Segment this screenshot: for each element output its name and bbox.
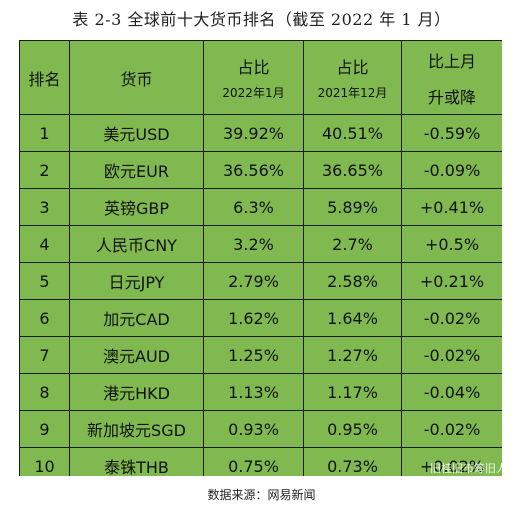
cell-share-dec2021: 0.73% <box>303 447 402 476</box>
cell-share-jan2022: 1.13% <box>203 373 304 411</box>
table-caption: 表 2-3 全球前十大货币排名（截至 2022 年 1 月） <box>72 10 451 29</box>
cell-rank: 1 <box>19 114 70 152</box>
cell-rank: 5 <box>19 262 70 300</box>
cell-share-dec2021: 36.65% <box>303 151 402 189</box>
cell-change: +0.21% <box>401 262 502 300</box>
cell-currency: 新加坡元SGD <box>69 410 204 448</box>
cell-rank: 2 <box>19 151 70 189</box>
cell-rank: 6 <box>19 299 70 337</box>
cell-share-jan2022: 39.92% <box>203 114 304 152</box>
cell-share-jan2022: 0.93% <box>203 410 304 448</box>
cell-currency: 港元HKD <box>69 373 204 411</box>
cell-share-jan2022: 1.62% <box>203 299 304 337</box>
header-share-jan2022: 占比 2022年1月 <box>203 40 304 115</box>
header-rank-label: 排名 <box>28 69 61 89</box>
cell-change: +0.5% <box>401 225 502 263</box>
cell-change: -0.02% <box>401 336 502 374</box>
header-share-jan2022-title: 占比 <box>237 58 270 77</box>
cell-share-dec2021: 0.95% <box>303 410 402 448</box>
cell-currency: 欧元EUR <box>69 151 204 189</box>
cell-currency: 英镑GBP <box>69 188 204 226</box>
cell-currency: 日元JPY <box>69 262 204 300</box>
header-change-line2: 升或降 <box>427 87 476 107</box>
cell-currency: 澳元AUD <box>69 336 204 374</box>
cell-share-jan2022: 0.75% <box>203 447 304 476</box>
table-row: 2 欧元EUR 36.56% 36.65% -0.09% <box>19 151 502 189</box>
cell-share-jan2022: 2.79% <box>203 262 304 300</box>
cell-share-dec2021: 5.89% <box>303 188 402 226</box>
table-header: 排名 货币 占比 2022年1月 占比 2021年12月 比上月 升或降 <box>19 40 502 115</box>
header-currency-label: 货币 <box>120 69 153 89</box>
table-row: 9 新加坡元SGD 0.93% 0.95% -0.02% <box>19 410 502 448</box>
cell-change: -0.04% <box>401 373 502 411</box>
header-rank: 排名 <box>19 40 70 115</box>
cell-share-jan2022: 36.56% <box>203 151 304 189</box>
cell-change: +0.41% <box>401 188 502 226</box>
cell-share-dec2021: 2.7% <box>303 225 402 263</box>
cell-share-dec2021: 1.17% <box>303 373 402 411</box>
header-change: 比上月 升或降 <box>401 40 502 115</box>
header-share-dec2021: 占比 2021年12月 <box>303 40 402 115</box>
header-share-jan2022-date: 2022年1月 <box>222 86 285 100</box>
cell-change: -0.02% <box>401 410 502 448</box>
cell-currency: 泰铢THB <box>69 447 204 476</box>
cell-rank: 9 <box>19 410 70 448</box>
table-row: 5 日元JPY 2.79% 2.58% +0.21% <box>19 262 502 300</box>
header-change-line1: 比上月 <box>427 51 476 71</box>
cell-change: -0.59% <box>401 114 502 152</box>
header-share-dec2021-date: 2021年12月 <box>317 86 388 100</box>
cell-share-dec2021: 40.51% <box>303 114 402 152</box>
header-row: 排名 货币 占比 2022年1月 占比 2021年12月 比上月 升或降 <box>19 40 502 115</box>
currency-ranking-table: 排名 货币 占比 2022年1月 占比 2021年12月 比上月 升或降 1 美元… <box>19 40 502 476</box>
cell-share-dec2021: 2.58% <box>303 262 402 300</box>
cell-change: -0.09% <box>401 151 502 189</box>
cell-currency: 人民币CNY <box>69 225 204 263</box>
source-note: 数据来源：网易新闻 <box>207 488 316 502</box>
cell-currency: 加元CAD <box>69 299 204 337</box>
cell-share-jan2022: 6.3% <box>203 188 304 226</box>
table-row: 8 港元HKD 1.13% 1.17% -0.04% <box>19 373 502 411</box>
table-row: 1 美元USD 39.92% 40.51% -0.59% <box>19 114 502 152</box>
cell-change: -0.02% <box>401 299 502 337</box>
watermark-text: 旧桂旧市筹旧人 <box>430 462 507 475</box>
cell-rank: 3 <box>19 188 70 226</box>
cell-rank: 10 <box>19 447 70 476</box>
table-body: 1 美元USD 39.92% 40.51% -0.59% 2 欧元EUR 36.56% 36.6… <box>19 114 502 476</box>
header-share-dec2021-title: 占比 <box>336 58 369 77</box>
cell-rank: 7 <box>19 336 70 374</box>
cell-currency: 美元USD <box>69 114 204 152</box>
cell-share-jan2022: 1.25% <box>203 336 304 374</box>
table-row: 6 加元CAD 1.62% 1.64% -0.02% <box>19 299 502 337</box>
header-currency: 货币 <box>69 40 204 115</box>
cell-change: +0.02% <box>401 447 502 476</box>
cell-share-jan2022: 3.2% <box>203 225 304 263</box>
table-row: 7 澳元AUD 1.25% 1.27% -0.02% <box>19 336 502 374</box>
cell-rank: 8 <box>19 373 70 411</box>
cell-share-dec2021: 1.27% <box>303 336 402 374</box>
table-row: 10 泰铢THB 0.75% 0.73% +0.02% <box>19 447 502 476</box>
table-row: 3 英镑GBP 6.3% 5.89% +0.41% <box>19 188 502 226</box>
cell-share-dec2021: 1.64% <box>303 299 402 337</box>
currency-ranking-table-wrapper: 排名 货币 占比 2022年1月 占比 2021年12月 比上月 升或降 1 美元… <box>19 40 502 476</box>
cell-rank: 4 <box>19 225 70 263</box>
table-row: 4 人民币CNY 3.2% 2.7% +0.5% <box>19 225 502 263</box>
